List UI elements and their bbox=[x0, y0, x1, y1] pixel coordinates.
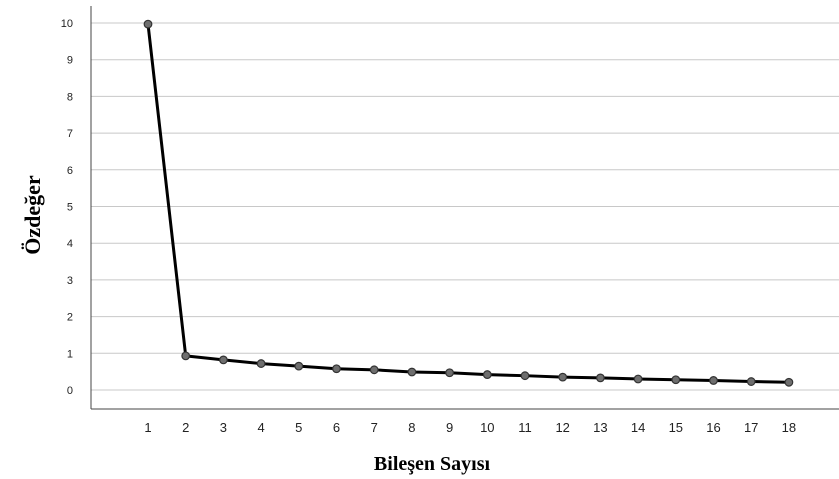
x-tick-labels: 1 2 3 4 5 6 7 8 9 10 11 12 13 14 15 16 17 18 bbox=[144, 420, 796, 435]
x-tick-label: 7 bbox=[371, 420, 378, 435]
x-tick-label: 8 bbox=[408, 420, 415, 435]
x-tick-label: 3 bbox=[220, 420, 227, 435]
data-point-16 bbox=[709, 376, 718, 385]
x-tick-label: 9 bbox=[446, 420, 453, 435]
data-point-11 bbox=[520, 371, 530, 381]
y-tick-label: 10 bbox=[61, 18, 73, 30]
y-tick-label: 8 bbox=[67, 91, 73, 103]
grid-layer bbox=[91, 22, 839, 391]
x-tick-label: 10 bbox=[480, 420, 494, 435]
x-tick-label: 17 bbox=[744, 420, 758, 435]
y-tick-label: 9 bbox=[67, 55, 73, 67]
x-tick-label: 1 bbox=[144, 420, 151, 435]
y-tick-label: 3 bbox=[67, 275, 73, 287]
x-tick-label: 14 bbox=[631, 420, 645, 435]
x-tick-label: 5 bbox=[295, 420, 302, 435]
data-point-3 bbox=[218, 355, 228, 365]
data-point-6 bbox=[332, 364, 341, 374]
y-tick-label: 6 bbox=[67, 165, 73, 177]
data-point-1 bbox=[143, 19, 153, 29]
data-point-7 bbox=[369, 365, 379, 375]
eigenvalue-line bbox=[146, 23, 789, 384]
y-tick-label: 7 bbox=[67, 128, 73, 140]
x-tick-label: 13 bbox=[593, 420, 607, 435]
y-tick-label: 4 bbox=[67, 238, 73, 250]
data-point-4 bbox=[256, 359, 266, 368]
x-tick-label: 6 bbox=[333, 420, 340, 435]
data-point-10 bbox=[482, 370, 492, 379]
x-tick-label: 11 bbox=[518, 420, 532, 435]
y-tick-label: 2 bbox=[67, 312, 73, 324]
data-point-17 bbox=[746, 377, 756, 386]
data-point-18 bbox=[784, 377, 794, 387]
x-tick-label: 4 bbox=[257, 420, 264, 435]
data-point-14 bbox=[633, 374, 643, 384]
data-point-8 bbox=[407, 367, 417, 377]
y-tick-label: 1 bbox=[67, 348, 73, 360]
eigenvalue-points bbox=[143, 19, 794, 387]
y-tick-labels: 0 1 2 3 4 5 6 7 8 9 10 bbox=[61, 18, 73, 397]
data-point-15 bbox=[671, 375, 681, 385]
data-point-2 bbox=[181, 351, 191, 361]
y-tick-label: 0 bbox=[67, 385, 73, 397]
y-tick-label: 5 bbox=[67, 202, 73, 214]
data-point-13 bbox=[596, 373, 605, 383]
x-tick-label: 16 bbox=[706, 420, 720, 435]
data-point-9 bbox=[445, 368, 455, 378]
x-axis-title: Bileşen Sayısı bbox=[374, 453, 491, 475]
data-point-12 bbox=[558, 372, 568, 382]
y-axis-title: Özdeğer bbox=[20, 175, 45, 255]
x-tick-label: 2 bbox=[182, 420, 189, 435]
data-point-5 bbox=[294, 361, 304, 371]
x-tick-label: 12 bbox=[555, 420, 569, 435]
x-tick-label: 18 bbox=[782, 420, 796, 435]
x-tick-label: 15 bbox=[669, 420, 683, 435]
axis-layer bbox=[90, 6, 839, 410]
